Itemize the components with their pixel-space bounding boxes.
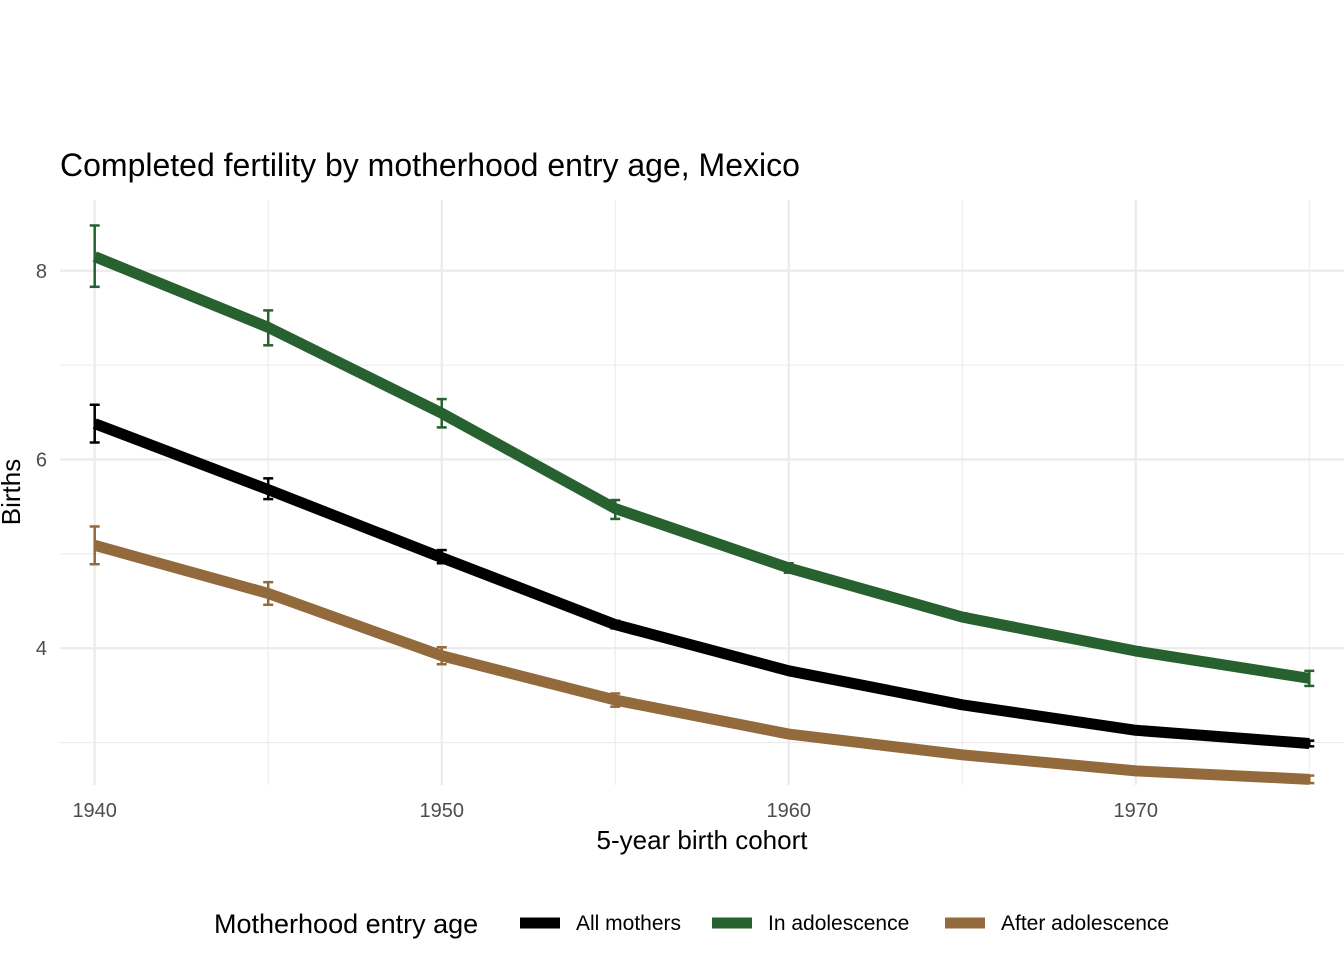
error-bar [1304, 669, 1315, 688]
legend-items: All mothers In adolescence After adolescen… [520, 912, 1169, 935]
legend-title: Motherhood entry age [214, 909, 478, 939]
y-tick-label: 8 [36, 261, 47, 283]
error-bar [436, 548, 447, 565]
error-bar [263, 477, 274, 501]
legend-item: After adolescence [945, 912, 1169, 935]
error-bar [783, 562, 794, 574]
series-layer [89, 224, 1315, 785]
error-bar [1304, 739, 1315, 748]
grid [60, 200, 1344, 785]
legend-item: All mothers [520, 912, 681, 935]
error-bar [89, 403, 100, 444]
legend-label: After adolescence [1001, 912, 1169, 935]
series-line [92, 418, 1310, 749]
series-2 [89, 525, 1315, 785]
series-0 [89, 403, 1315, 749]
error-bar [957, 701, 968, 708]
series-1 [89, 224, 1315, 688]
error-bar [1130, 727, 1141, 734]
error-bar [783, 729, 794, 738]
y-axis-ticks: 4 6 8 [36, 261, 47, 660]
error-bar [89, 525, 100, 566]
error-bar [263, 580, 274, 607]
y-tick-label: 4 [36, 638, 47, 660]
x-axis-label: 5-year birth cohort [597, 825, 809, 855]
series-line [92, 251, 1311, 684]
y-tick-label: 6 [36, 449, 47, 471]
legend-item: In adolescence [712, 912, 909, 935]
error-bar [263, 309, 274, 347]
error-bar [610, 498, 621, 521]
x-tick-label: 1940 [72, 800, 117, 822]
legend: Motherhood entry age All mothers In adole… [214, 909, 1169, 939]
error-bar [610, 619, 621, 630]
error-bar [957, 612, 968, 622]
chart-title: Completed fertility by motherhood entry … [60, 147, 800, 183]
series-line [93, 540, 1310, 785]
error-bar [1130, 767, 1141, 774]
error-bar [1130, 645, 1141, 656]
error-bar [89, 224, 100, 289]
error-bar [436, 397, 447, 429]
legend-label: All mothers [576, 912, 681, 935]
error-bar [1304, 774, 1315, 785]
legend-label: In adolescence [768, 912, 909, 935]
error-bar [957, 751, 968, 758]
error-bar [783, 667, 794, 674]
y-axis-label: Births [0, 459, 26, 525]
x-tick-label: 1960 [767, 800, 812, 822]
error-bar [610, 692, 621, 708]
x-axis-ticks: 1940 1950 1960 1970 [72, 800, 1158, 822]
x-tick-label: 1950 [419, 800, 464, 822]
error-bar [436, 645, 447, 666]
x-tick-label: 1970 [1114, 800, 1159, 822]
